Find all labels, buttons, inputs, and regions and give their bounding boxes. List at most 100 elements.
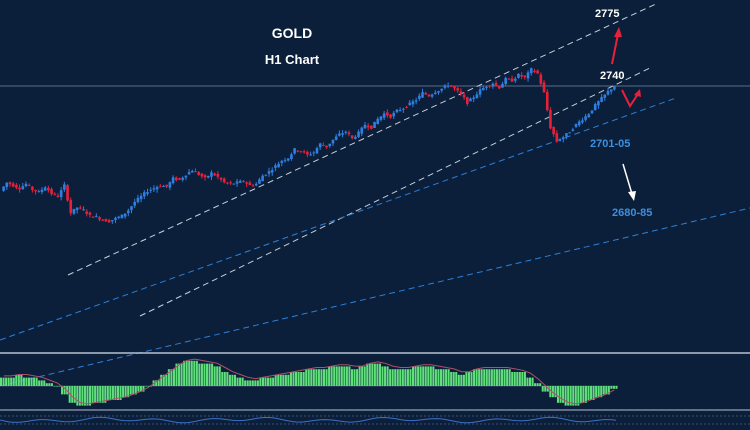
candle-body xyxy=(171,177,175,184)
candle-body xyxy=(101,219,105,221)
macd-bar xyxy=(127,386,130,398)
macd-bar xyxy=(261,377,264,386)
candle-body xyxy=(536,70,539,74)
macd-bar xyxy=(312,369,315,386)
macd-bar xyxy=(221,372,224,386)
candle-body xyxy=(597,101,600,106)
candle-body xyxy=(565,133,568,137)
candle-body xyxy=(510,78,514,82)
macd-bar xyxy=(160,374,163,386)
candle-body xyxy=(395,109,399,113)
macd-bar xyxy=(376,363,379,386)
macd-bar xyxy=(485,369,488,386)
macd-bar xyxy=(89,386,92,406)
macd-bar xyxy=(422,366,425,386)
macd-bar xyxy=(73,386,76,403)
macd-bar xyxy=(142,386,145,392)
macd-bar xyxy=(539,383,542,386)
candle-body xyxy=(421,92,424,98)
macd-bar xyxy=(475,369,478,386)
candle-body xyxy=(107,220,111,223)
candle-body xyxy=(286,158,290,161)
candle-body xyxy=(309,154,312,156)
macd-bar xyxy=(45,383,48,386)
candle-body xyxy=(609,89,613,92)
macd-bar xyxy=(0,377,3,386)
candle-body xyxy=(31,186,34,190)
macd-bar xyxy=(371,363,374,386)
candle-body xyxy=(98,217,101,220)
macd-bar xyxy=(241,377,244,386)
macd-bar xyxy=(521,372,524,386)
candle-body xyxy=(574,123,578,127)
candle-body xyxy=(338,133,341,136)
candle-body xyxy=(254,183,258,186)
candle-body xyxy=(117,216,121,218)
candle-body xyxy=(376,118,380,125)
candle-body xyxy=(430,94,434,97)
macd-bar xyxy=(437,369,440,386)
macd-bar xyxy=(373,363,376,386)
macd-bar xyxy=(55,386,58,387)
macd-bar xyxy=(516,372,519,386)
macd-bar xyxy=(310,369,313,386)
macd-bar xyxy=(91,386,94,403)
macd-bar xyxy=(607,386,610,395)
macd-bar xyxy=(155,380,158,386)
candle-body xyxy=(513,78,517,81)
macd-bar xyxy=(35,377,38,386)
macd-bar xyxy=(162,374,165,386)
macd-bar xyxy=(358,366,361,386)
candle-body xyxy=(216,173,220,177)
macd-bar xyxy=(200,363,203,386)
macd-bar xyxy=(25,377,28,386)
macd-bar xyxy=(106,386,109,400)
macd-bar xyxy=(287,374,290,386)
macd-bar xyxy=(478,369,481,386)
macd-bar xyxy=(582,386,585,403)
macd-bar xyxy=(457,374,460,386)
macd-bar xyxy=(595,386,598,398)
candle-body xyxy=(347,132,351,135)
macd-bar xyxy=(343,366,346,386)
candle-body xyxy=(226,182,229,184)
macd-bar xyxy=(396,369,399,386)
macd-bar xyxy=(83,386,86,406)
macd-bar xyxy=(356,369,359,386)
candle-body xyxy=(613,86,616,90)
candle-body xyxy=(299,151,303,153)
macd-bar xyxy=(467,372,470,386)
support-trend-line-2 xyxy=(0,207,750,387)
candle-body xyxy=(277,163,280,168)
macd-bar xyxy=(216,366,219,386)
macd-bar xyxy=(526,377,529,386)
candle-body xyxy=(59,190,63,198)
macd-bar xyxy=(348,366,351,386)
macd-bar xyxy=(20,374,23,386)
candle-body xyxy=(606,90,610,95)
macd-bar xyxy=(272,377,275,386)
candle-body xyxy=(549,109,552,129)
macd-bar xyxy=(406,369,409,386)
candle-body xyxy=(504,77,507,84)
macd-bar xyxy=(170,369,173,386)
macd-bar xyxy=(206,363,209,386)
candle-body xyxy=(350,135,354,139)
macd-bar xyxy=(147,386,150,387)
candle-body xyxy=(440,88,444,91)
candle-body xyxy=(50,188,53,195)
macd-bar xyxy=(279,374,282,386)
macd-bar xyxy=(208,363,211,386)
macd-bar xyxy=(119,386,122,400)
candle-body xyxy=(587,114,591,118)
candle-body xyxy=(133,201,137,206)
candle-body xyxy=(529,68,533,74)
macd-bar xyxy=(399,369,402,386)
candle-body xyxy=(85,211,89,214)
candle-body xyxy=(312,152,316,154)
candle-body xyxy=(571,129,575,131)
candle-body xyxy=(453,86,456,89)
macd-bar xyxy=(254,380,257,386)
macd-bar xyxy=(470,372,473,386)
candle-body xyxy=(203,175,207,178)
